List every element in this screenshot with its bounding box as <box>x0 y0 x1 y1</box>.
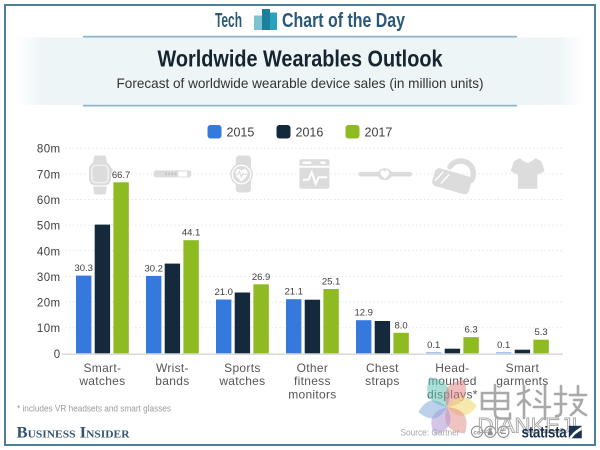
svg-text:bands: bands <box>155 374 189 388</box>
svg-text:Sports: Sports <box>224 361 260 375</box>
svg-text:80m: 80m <box>37 144 61 156</box>
svg-text:2016: 2016 <box>296 126 324 140</box>
svg-text:5.3: 5.3 <box>534 327 547 338</box>
svg-text:30m: 30m <box>37 272 61 284</box>
svg-text:statista: statista <box>522 425 568 442</box>
svg-text:watches: watches <box>218 374 265 388</box>
svg-text:8.0: 8.0 <box>394 320 407 331</box>
svg-text:watches: watches <box>78 374 125 388</box>
svg-text:40m: 40m <box>37 246 61 258</box>
svg-text:Smart-: Smart- <box>83 361 121 375</box>
svg-text:2017: 2017 <box>365 126 393 140</box>
svg-text:2015: 2015 <box>227 126 255 140</box>
svg-text:21.0: 21.0 <box>214 287 233 298</box>
svg-text:30.2: 30.2 <box>144 263 163 274</box>
svg-text:10m: 10m <box>37 323 61 335</box>
svg-text:25.1: 25.1 <box>322 277 341 288</box>
svg-text:21.1: 21.1 <box>284 287 303 298</box>
svg-text:straps: straps <box>365 374 399 388</box>
svg-text:Tech: Tech <box>215 10 242 32</box>
svg-text:Other: Other <box>297 361 329 375</box>
svg-text:monitors: monitors <box>288 388 336 402</box>
svg-text:70m: 70m <box>37 169 61 181</box>
svg-text:* includes VR headsets and sma: * includes VR headsets and smart glasses <box>17 404 171 414</box>
svg-text:6.3: 6.3 <box>464 325 477 336</box>
svg-text:Source: Gartner: Source: Gartner <box>401 428 460 439</box>
svg-text:cc: cc <box>473 429 481 436</box>
svg-text:DIANKEJI: DIANKEJI <box>478 413 578 437</box>
svg-text:Business Insider: Business Insider <box>17 425 131 442</box>
svg-text:60m: 60m <box>37 195 61 207</box>
svg-text:Chest: Chest <box>366 361 399 375</box>
svg-text:Wrist-: Wrist- <box>156 361 189 375</box>
svg-text:Smart: Smart <box>506 361 540 375</box>
svg-text:20m: 20m <box>37 298 61 310</box>
svg-text:44.1: 44.1 <box>182 228 201 239</box>
svg-text:Worldwide Wearables Outlook: Worldwide Wearables Outlook <box>158 46 443 72</box>
svg-text:0.1: 0.1 <box>427 340 440 351</box>
svg-text:Chart of the Day: Chart of the Day <box>282 10 406 32</box>
svg-text:Head-: Head- <box>435 361 469 375</box>
svg-text:0: 0 <box>54 349 61 361</box>
svg-text:Forecast of worldwide wearable: Forecast of worldwide wearable device sa… <box>117 75 484 91</box>
svg-text:fitness: fitness <box>294 374 331 388</box>
svg-text:30.3: 30.3 <box>74 263 93 274</box>
svg-text:0.1: 0.1 <box>497 340 510 351</box>
svg-text:66.7: 66.7 <box>112 170 131 181</box>
svg-text:50m: 50m <box>37 221 61 233</box>
svg-text:26.9: 26.9 <box>252 272 271 283</box>
svg-text:garments: garments <box>496 374 548 388</box>
svg-text:12.9: 12.9 <box>354 308 373 319</box>
